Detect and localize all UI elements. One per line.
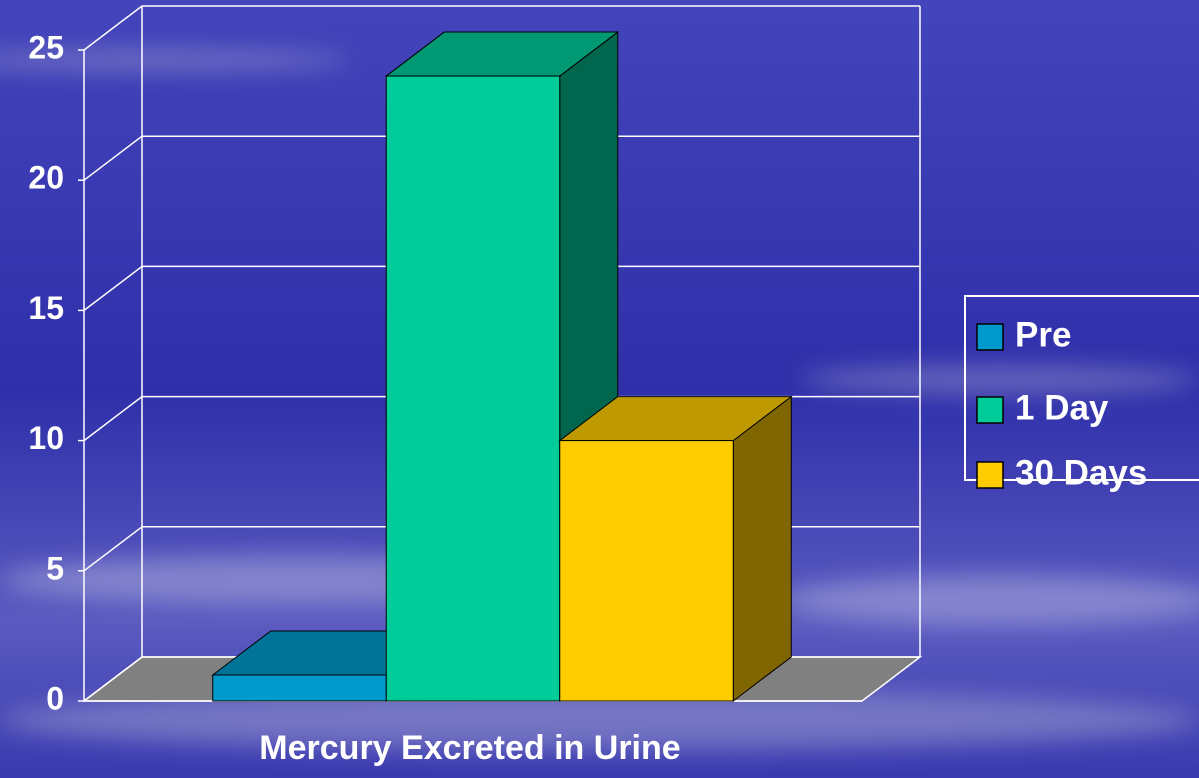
- grid-line: [83, 656, 143, 702]
- grid-line: [83, 526, 143, 572]
- legend-swatch: [976, 461, 1004, 489]
- y-tick-label: 10: [28, 420, 64, 456]
- legend-swatch: [976, 323, 1004, 351]
- grid-line: [83, 135, 143, 181]
- bar: [559, 440, 734, 702]
- bar: [385, 75, 561, 702]
- y-tick-label: 25: [28, 29, 64, 65]
- grid-line: [83, 5, 143, 51]
- legend-box: [964, 295, 1199, 481]
- y-tick-label: 20: [28, 160, 64, 196]
- grid-line: [83, 265, 143, 311]
- grid-line: [83, 396, 143, 442]
- clouds: [0, 50, 1199, 750]
- legend-label: 1 Day: [1015, 388, 1109, 427]
- legend-swatch: [976, 396, 1004, 424]
- legend-label: 30 Days: [1015, 453, 1147, 492]
- bar-side: [732, 395, 792, 703]
- y-tick-label: 15: [28, 290, 64, 326]
- legend-label: Pre: [1015, 315, 1071, 354]
- bar: [212, 674, 387, 702]
- y-tick-label: 0: [46, 680, 64, 716]
- y-tick-label: 5: [46, 550, 64, 586]
- x-axis-title: Mercury Excreted in Urine: [259, 729, 680, 767]
